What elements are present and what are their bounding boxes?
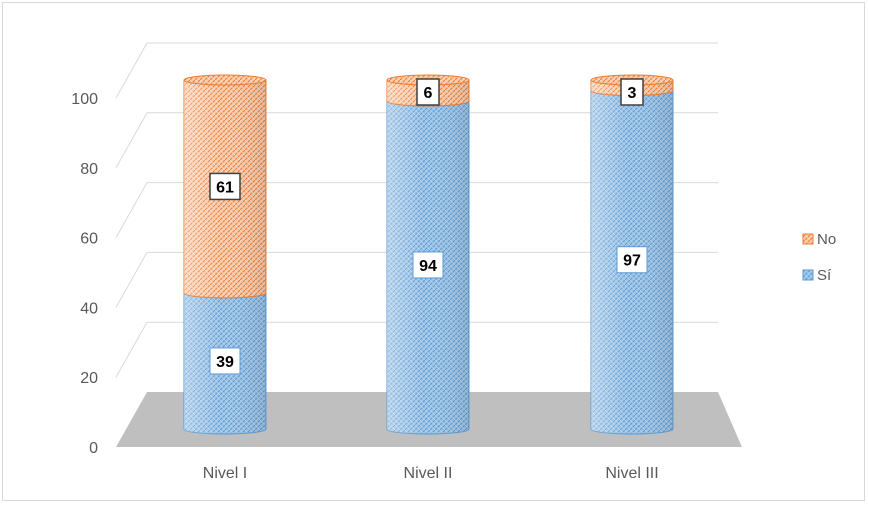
data-label-text: 94	[419, 258, 437, 275]
gridline-slant	[115, 321, 148, 378]
x-axis-categories: Nivel I Nivel II Nivel III	[203, 465, 659, 482]
y-axis-ticks: 0 20 40 60 80 100	[71, 91, 98, 457]
data-label-text: 97	[623, 253, 641, 270]
data-label-box	[620, 78, 644, 106]
gridline-slant	[115, 252, 148, 308]
x-tick-label: Nivel I	[203, 465, 247, 482]
data-label: 6	[416, 78, 440, 106]
y-tick-label: 0	[89, 440, 98, 457]
gridline-slant	[115, 112, 148, 169]
y-tick-label: 80	[80, 161, 98, 178]
data-label-box	[412, 251, 444, 279]
data-label-box	[416, 78, 440, 106]
data-label: 94	[412, 251, 444, 279]
data-label: 39	[209, 347, 241, 375]
x-tick-label: Nivel II	[404, 465, 453, 482]
legend: No Sí	[802, 231, 836, 284]
y-tick-label: 60	[80, 231, 98, 248]
data-labels: 39 61 94 6 97 3	[209, 78, 648, 375]
legend-item-no: No	[802, 231, 836, 248]
data-label: 3	[620, 78, 644, 106]
data-label-box	[209, 347, 241, 375]
data-label-text: 39	[216, 354, 234, 371]
gridline-slant	[115, 182, 148, 238]
data-label-text: 6	[424, 85, 433, 102]
data-label: 97	[616, 246, 648, 274]
data-label-text: 61	[216, 179, 234, 196]
data-label-text: 3	[628, 85, 637, 102]
legend-swatch	[802, 233, 814, 245]
data-label: 61	[209, 172, 241, 201]
data-label-box	[616, 246, 648, 274]
cylinder-top	[183, 74, 267, 86]
y-tick-label: 100	[71, 91, 98, 108]
y-tick-label: 20	[80, 370, 98, 387]
y-tick-label: 40	[80, 300, 98, 317]
gridline-slant	[115, 42, 148, 99]
data-label-box	[209, 172, 241, 201]
legend-item-si: Sí	[802, 267, 832, 284]
legend-swatch	[802, 269, 814, 281]
legend-label: Sí	[817, 267, 832, 284]
legend-label: No	[817, 231, 836, 248]
x-tick-label: Nivel III	[605, 465, 658, 482]
